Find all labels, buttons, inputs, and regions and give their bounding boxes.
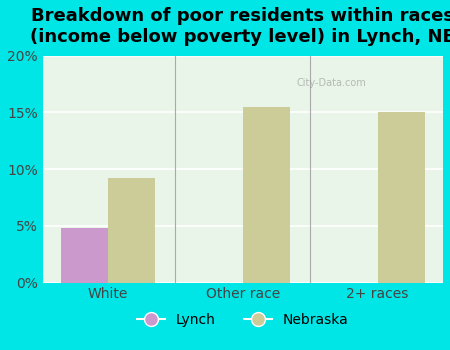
Legend: Lynch, Nebraska: Lynch, Nebraska [132,307,354,332]
Text: City-Data.com: City-Data.com [296,78,366,88]
Title: Breakdown of poor residents within races
(income below poverty level) in Lynch, : Breakdown of poor residents within races… [31,7,450,46]
Bar [61,228,108,283]
Bar [378,112,425,283]
Bar [108,178,155,283]
Bar [243,107,290,283]
